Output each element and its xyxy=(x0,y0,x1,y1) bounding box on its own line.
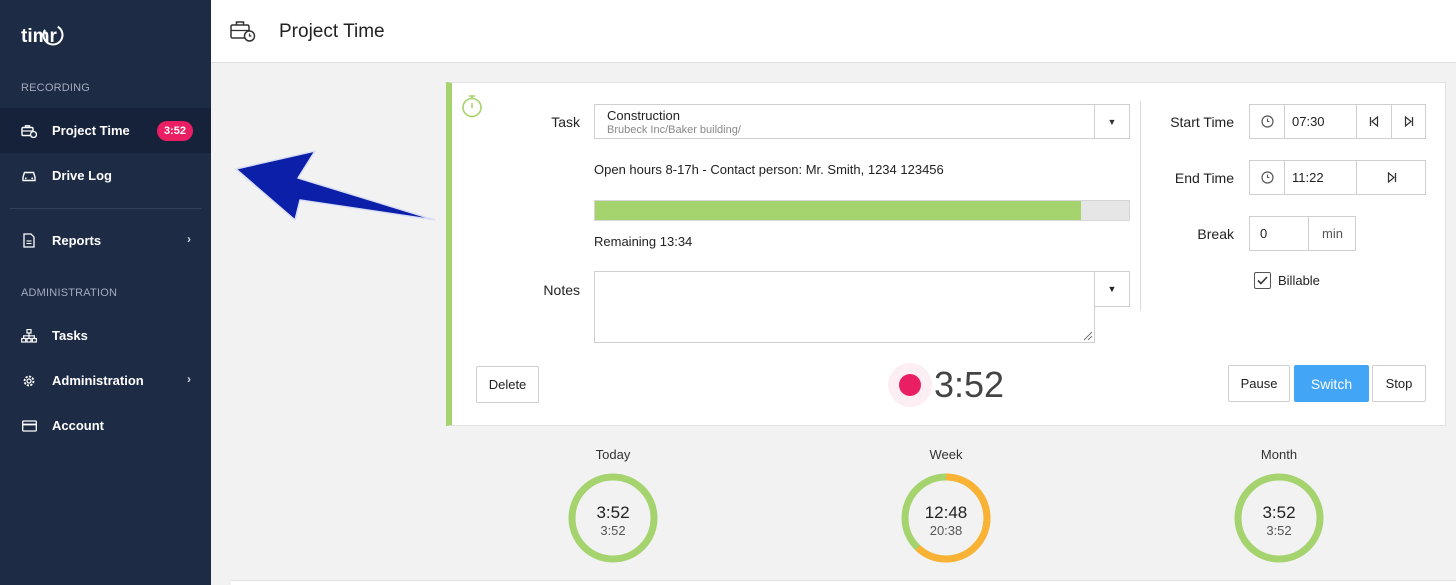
break-input[interactable]: 0 xyxy=(1260,226,1268,241)
stat-target: 3:52 xyxy=(1266,523,1292,538)
page-title: Project Time xyxy=(279,21,385,42)
sidebar-item-tasks[interactable]: Tasks xyxy=(0,313,211,358)
briefcase-clock-icon xyxy=(230,20,256,47)
switch-button[interactable]: Switch xyxy=(1294,365,1369,402)
gear-icon xyxy=(21,373,37,389)
briefcase-clock-icon xyxy=(21,123,37,139)
document-icon xyxy=(21,233,37,249)
end-time-field: 11:22 xyxy=(1249,160,1426,195)
sidebar-item-reports[interactable]: Reports › xyxy=(0,218,211,263)
notes-label: Notes xyxy=(543,282,580,298)
task-progress-bar xyxy=(594,200,1130,221)
task-select[interactable]: Construction Brubeck Inc/Baker building/… xyxy=(594,104,1130,139)
stat-today: Today 3:52 3:52 xyxy=(553,447,673,564)
sidebar-item-label: Administration xyxy=(52,373,144,388)
stat-label: Week xyxy=(929,447,963,462)
sidebar-item-administration[interactable]: Administration › xyxy=(0,358,211,403)
skip-back-icon[interactable] xyxy=(1356,105,1391,138)
credit-card-icon xyxy=(21,418,37,434)
break-field: 0 min xyxy=(1249,216,1356,251)
chevron-right-icon: › xyxy=(187,372,191,386)
stat-target: 20:38 xyxy=(929,523,963,538)
timer-badge: 3:52 xyxy=(157,121,194,141)
stat-value: 12:48 xyxy=(924,503,968,522)
stat-label: Today xyxy=(595,447,631,462)
task-path: Brubeck Inc/Baker building/ xyxy=(607,124,741,136)
vertical-divider xyxy=(1140,101,1141,311)
start-time-field: 07:30 xyxy=(1249,104,1426,139)
sidebar-divider xyxy=(10,208,201,209)
stat-value: 3:52 xyxy=(1262,503,1296,522)
sidebar-item-label: Project Time xyxy=(52,123,130,138)
start-time-label: Start Time xyxy=(1170,114,1234,130)
progress-ring-arc xyxy=(568,473,658,563)
elapsed-time: 3:52 xyxy=(934,364,1005,405)
stat-label: Month xyxy=(1260,447,1298,462)
task-dropdown-button[interactable]: ▼ xyxy=(1094,105,1129,138)
checkmark-icon xyxy=(1257,276,1268,285)
sidebar-item-project-time[interactable]: Project Time 3:52 xyxy=(0,108,211,153)
break-label: Break xyxy=(1197,226,1234,242)
page-header: Project Time xyxy=(211,0,1456,63)
time-entry-card: Task Construction Brubeck Inc/Baker buil… xyxy=(446,82,1446,426)
task-label: Task xyxy=(551,114,580,130)
svg-text:timr: timr xyxy=(21,26,58,47)
resize-handle-icon[interactable] xyxy=(1083,331,1093,341)
progress-ring-arc xyxy=(1234,473,1324,563)
notes-textarea[interactable] xyxy=(594,271,1095,343)
stat-value: 3:52 xyxy=(596,503,630,522)
stat-month: Month 3:52 3:52 xyxy=(1219,447,1339,564)
remaining-time: Remaining 13:34 xyxy=(594,234,693,249)
record-dot-icon xyxy=(899,374,921,396)
break-unit: min xyxy=(1308,217,1356,250)
recording-indicator xyxy=(888,363,932,407)
sidebar-item-label: Account xyxy=(52,418,104,433)
stopwatch-icon xyxy=(461,94,483,123)
progress-ring xyxy=(568,473,658,563)
pause-button[interactable]: Pause xyxy=(1228,365,1290,402)
skip-forward-icon[interactable] xyxy=(1356,161,1426,194)
clock-icon[interactable] xyxy=(1250,161,1285,194)
section-label-administration: ADMINISTRATION xyxy=(21,287,118,299)
section-label-recording: RECORDING xyxy=(21,82,91,94)
progress-fill xyxy=(595,201,1081,220)
billable-checkbox[interactable] xyxy=(1254,272,1271,289)
sidebar-item-drive-log[interactable]: Drive Log xyxy=(0,153,211,198)
sidebar-item-label: Drive Log xyxy=(52,168,112,183)
sidebar: timr RECORDING Project Time 3:52 Drive L… xyxy=(0,0,211,585)
delete-button[interactable]: Delete xyxy=(476,366,539,403)
stat-week: Week 12:48 20:38 xyxy=(886,447,1006,564)
progress-ring-arc xyxy=(901,473,991,563)
end-time-input[interactable]: 11:22 xyxy=(1292,170,1324,185)
task-name: Construction xyxy=(607,108,680,123)
bottom-panel-edge xyxy=(231,580,1456,585)
sidebar-item-account[interactable]: Account xyxy=(0,403,211,448)
stop-button[interactable]: Stop xyxy=(1372,365,1426,402)
start-time-input[interactable]: 07:30 xyxy=(1292,114,1325,129)
timr-logo[interactable]: timr xyxy=(20,22,66,50)
end-time-label: End Time xyxy=(1174,170,1234,186)
progress-ring xyxy=(1234,473,1324,563)
skip-forward-icon[interactable] xyxy=(1391,105,1426,138)
car-icon xyxy=(21,168,37,184)
caret-down-icon: ▼ xyxy=(1107,284,1117,294)
chevron-right-icon: › xyxy=(187,232,191,246)
clock-icon[interactable] xyxy=(1250,105,1285,138)
progress-ring xyxy=(901,473,991,563)
sidebar-item-label: Reports xyxy=(52,233,102,248)
notes-dropdown-button[interactable]: ▼ xyxy=(1095,271,1130,307)
sitemap-icon xyxy=(21,328,37,344)
annotation-arrow xyxy=(235,150,436,221)
billable-label: Billable xyxy=(1278,273,1320,288)
task-info: Open hours 8-17h - Contact person: Mr. S… xyxy=(594,162,944,177)
stat-target: 3:52 xyxy=(600,523,626,538)
caret-down-icon: ▼ xyxy=(1107,116,1117,127)
sidebar-item-label: Tasks xyxy=(52,328,88,343)
